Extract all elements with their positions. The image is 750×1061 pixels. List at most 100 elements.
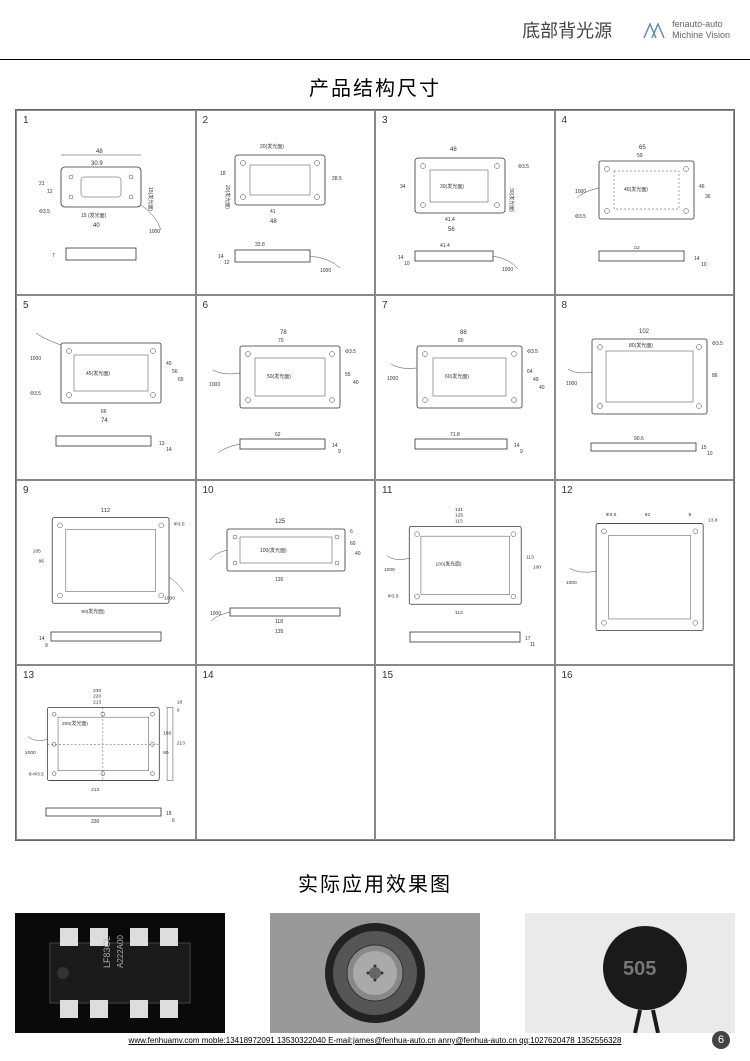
- svg-text:Φ3.5: Φ3.5: [518, 164, 529, 170]
- svg-text:48: 48: [270, 219, 277, 225]
- diagram-cell: 14: [196, 665, 376, 840]
- svg-text:180: 180: [163, 730, 171, 736]
- svg-text:40: 40: [353, 380, 359, 386]
- svg-text:11: 11: [530, 642, 535, 648]
- cell-number: 15: [382, 670, 393, 681]
- svg-text:70: 70: [278, 338, 284, 344]
- logo-line1: fenauto-auto: [672, 19, 730, 30]
- application-images: LF83CL A222A00 505: [0, 905, 750, 1041]
- svg-text:10: 10: [701, 262, 707, 268]
- svg-text:62: 62: [275, 432, 281, 438]
- svg-text:1000: 1000: [502, 267, 513, 271]
- svg-text:30(发光面): 30(发光面): [440, 183, 464, 190]
- svg-text:113: 113: [526, 555, 534, 561]
- svg-text:14: 14: [398, 255, 404, 261]
- svg-text:92: 92: [644, 512, 650, 518]
- svg-text:14: 14: [332, 443, 338, 449]
- svg-text:21: 21: [39, 181, 45, 187]
- diagram-cell: 1 48 30.9 21 12 Φ3.5 15(发光面) 15 (发光面) 40…: [16, 110, 196, 295]
- logo-line2: Michine Vision: [672, 30, 730, 41]
- svg-text:10: 10: [404, 261, 410, 267]
- section-title-dimensions: 产品结构尺寸: [0, 60, 750, 109]
- diagram-cell: 7 88 80 60(发光面) Φ3.5 64 49 40 1000 71.8: [375, 295, 555, 480]
- svg-text:Φ3.5: Φ3.5: [174, 522, 185, 528]
- svg-text:45(发光面): 45(发光面): [86, 370, 110, 377]
- header-title: 底部背光源: [522, 17, 612, 43]
- svg-text:80(发光面): 80(发光面): [629, 342, 653, 349]
- svg-text:15(发光面): 15(发光面): [147, 187, 154, 211]
- svg-text:41: 41: [270, 209, 276, 215]
- page-number-badge: 6: [712, 1031, 730, 1049]
- svg-text:213: 213: [177, 740, 185, 746]
- svg-text:505: 505: [623, 958, 656, 980]
- svg-text:64: 64: [527, 369, 533, 375]
- diagram-cell: 4 65 59 40(发光面) 46 36 1000 Φ3.5 53 14 10: [555, 110, 735, 295]
- svg-text:112: 112: [101, 508, 110, 514]
- diagram-cell: 3 48 34 30(发光面) 30(发光面) Φ3.5 41.4 56 41.…: [375, 110, 555, 295]
- svg-text:30(发光面): 30(发光面): [508, 188, 515, 212]
- svg-text:Φ3.5: Φ3.5: [712, 341, 723, 347]
- svg-text:102: 102: [639, 329, 650, 335]
- diagram: 78 70 50(发光面) Φ3.5 55 40 1000 62 14 9: [203, 310, 369, 473]
- svg-text:80: 80: [458, 338, 464, 344]
- svg-text:36: 36: [705, 194, 711, 200]
- diagram: 125 100(发光面) 60 40 6 135 1000 118 135: [203, 495, 369, 658]
- cell-number: 16: [562, 670, 573, 681]
- svg-text:1000: 1000: [30, 356, 41, 362]
- svg-text:1000: 1000: [387, 376, 398, 382]
- diagram: 65 59 40(发光面) 46 36 1000 Φ3.5 53 14 10: [562, 125, 728, 288]
- svg-text:12: 12: [224, 260, 230, 266]
- svg-text:55: 55: [345, 372, 351, 378]
- app-image-lens: [270, 913, 480, 1033]
- diagram-cell: 12 Φ3.5 92 8 13.8 1000: [555, 480, 735, 665]
- svg-text:220: 220: [93, 693, 101, 699]
- svg-text:1000: 1000: [149, 229, 160, 235]
- svg-text:8: 8: [688, 512, 691, 518]
- app-image-disc: 505: [525, 913, 735, 1033]
- svg-text:18: 18: [166, 811, 172, 817]
- svg-text:125: 125: [455, 513, 463, 519]
- svg-text:74: 74: [101, 418, 108, 424]
- svg-text:18: 18: [220, 171, 226, 177]
- app-image-chip: LF83CL A222A00: [15, 913, 225, 1033]
- svg-text:14: 14: [514, 443, 520, 449]
- dimensions-grid: 1 48 30.9 21 12 Φ3.5 15(发光面) 15 (发光面) 40…: [15, 109, 735, 841]
- svg-text:20(发光面): 20(发光面): [224, 185, 231, 209]
- svg-text:131: 131: [455, 507, 463, 513]
- svg-text:14: 14: [694, 256, 700, 262]
- svg-text:88: 88: [460, 330, 467, 336]
- svg-text:Φ3.5: Φ3.5: [388, 594, 399, 600]
- svg-text:40: 40: [166, 361, 172, 367]
- svg-text:10: 10: [707, 451, 713, 457]
- diagram-cell: 9 112 105 96 Φ3.5 90(发光面) 1000 14 9: [16, 480, 196, 665]
- svg-text:13.8: 13.8: [708, 518, 718, 524]
- svg-text:41.4: 41.4: [445, 217, 455, 223]
- svg-text:56: 56: [172, 369, 178, 375]
- svg-text:135: 135: [275, 577, 284, 583]
- svg-text:34: 34: [400, 184, 406, 190]
- cell-number: 14: [203, 670, 214, 681]
- svg-text:9: 9: [520, 449, 523, 455]
- diagram-cell: 15: [375, 665, 555, 840]
- svg-text:65: 65: [639, 145, 646, 151]
- svg-text:40(发光面): 40(发光面): [624, 186, 648, 193]
- svg-text:6: 6: [172, 818, 175, 824]
- diagram-cell: 13 230 220 213 200(发光面) 8-Φ3.5 1000 18: [16, 665, 196, 840]
- logo: fenauto-auto Michine Vision: [642, 19, 730, 41]
- svg-text:230: 230: [91, 819, 100, 825]
- svg-text:59: 59: [637, 153, 643, 159]
- svg-text:96: 96: [39, 559, 45, 565]
- diagram-cell: 16: [555, 665, 735, 840]
- svg-text:13: 13: [159, 441, 165, 447]
- svg-text:46: 46: [699, 184, 705, 190]
- svg-text:66: 66: [101, 409, 107, 415]
- svg-text:48: 48: [96, 149, 103, 155]
- svg-text:1000: 1000: [575, 189, 586, 195]
- svg-text:118: 118: [275, 619, 283, 625]
- application-section: 实际应用效果图 LF83CL A222A00: [0, 856, 750, 1041]
- svg-text:1000: 1000: [210, 611, 221, 617]
- svg-text:1000: 1000: [384, 567, 395, 573]
- svg-text:60(发光面): 60(发光面): [445, 373, 469, 380]
- svg-text:6: 6: [177, 707, 180, 713]
- svg-text:90(发光面): 90(发光面): [81, 608, 105, 615]
